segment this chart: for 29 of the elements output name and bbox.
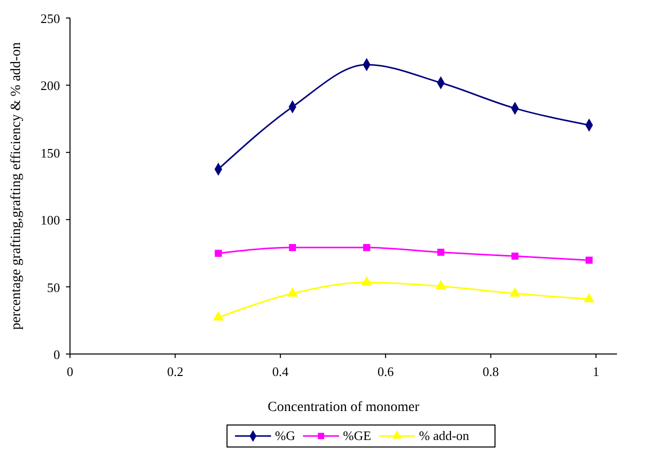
point — [584, 292, 594, 302]
x-tick-label: 0.2 — [167, 364, 184, 379]
y-tick-label: 50 — [47, 280, 60, 295]
point — [437, 248, 444, 256]
y-tick-label: 100 — [40, 212, 60, 228]
x-tick-label: 1 — [592, 364, 600, 379]
point — [212, 311, 224, 321]
point — [435, 280, 446, 290]
legend-label: %G — [275, 428, 296, 443]
point — [287, 287, 298, 297]
y-axis-title: percentage grafting,grafting efficiency & % add-on — [9, 42, 24, 330]
x-axis-title: Concentration of monomer — [268, 400, 420, 415]
y-tick-label: 200 — [40, 78, 60, 94]
legend-label: %GE — [343, 428, 372, 443]
x-tick-label: 0.6 — [377, 364, 394, 379]
x-tick-label: 0 — [66, 364, 74, 379]
point — [586, 256, 593, 264]
x-tick-label: 0.8 — [482, 364, 499, 379]
point — [361, 276, 372, 286]
point — [288, 244, 296, 252]
y-tick-label: 150 — [40, 145, 60, 160]
point — [511, 252, 518, 260]
point — [510, 287, 520, 297]
y-tick-label: 250 — [40, 11, 60, 26]
point — [214, 250, 222, 257]
y-tick-label: 0 — [54, 347, 60, 362]
point — [363, 244, 370, 252]
legend-label: % add-on — [419, 428, 470, 443]
x-tick-label: 0.4 — [272, 364, 290, 379]
